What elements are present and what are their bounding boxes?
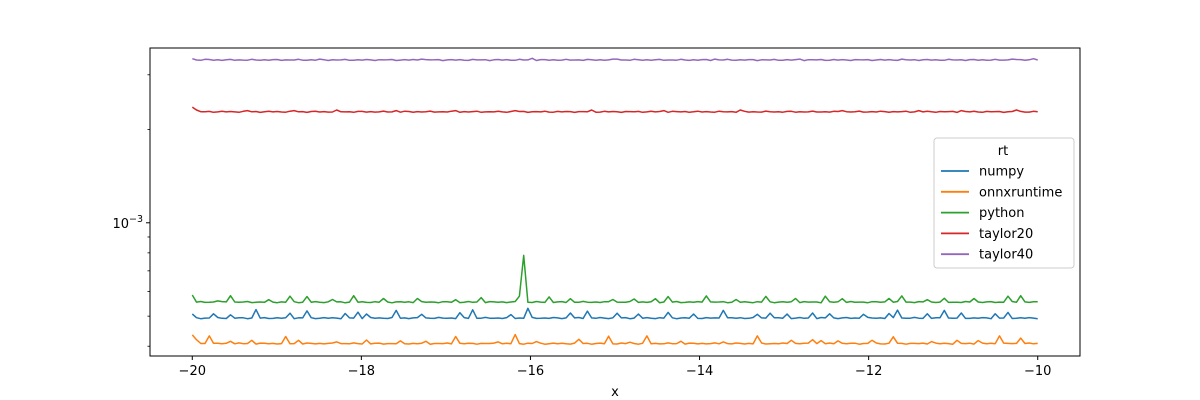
plot-frame [149, 47, 1081, 357]
x-tick-label: −14 [686, 364, 713, 379]
x-tick-label: −10 [1024, 364, 1051, 379]
legend-title: rt [998, 144, 1008, 159]
x-tick-label: −18 [348, 364, 375, 379]
legend: rt numpy onnxruntime python taylor20 taylor4… [933, 137, 1075, 269]
legend-label-taylor20: taylor20 [979, 227, 1033, 242]
y-tick-label: 10−3 [112, 214, 143, 232]
legend-label-numpy: numpy [979, 165, 1024, 180]
x-axis-label: x [611, 385, 619, 400]
series-line-numpy [191, 307, 1038, 320]
legend-label-python: python [979, 206, 1024, 221]
series-layer [191, 57, 1038, 345]
legend-items: numpy onnxruntime python taylor20 taylor40 [941, 165, 1062, 263]
x-tick-label: −20 [179, 364, 206, 379]
legend-label-onnxruntime: onnxruntime [979, 185, 1062, 200]
series-line-python [191, 254, 1038, 304]
series-line-onnxruntime [191, 333, 1038, 345]
y-axis: 10−3 [112, 74, 150, 347]
x-tick-label: −16 [517, 364, 544, 379]
series-line-taylor40 [192, 57, 1038, 62]
series-line-taylor20 [191, 106, 1038, 114]
x-axis: −20 −18 −16 −14 −12 −10 [179, 356, 1051, 379]
legend-label-taylor40: taylor40 [979, 248, 1033, 263]
x-tick-label: −12 [855, 364, 882, 379]
